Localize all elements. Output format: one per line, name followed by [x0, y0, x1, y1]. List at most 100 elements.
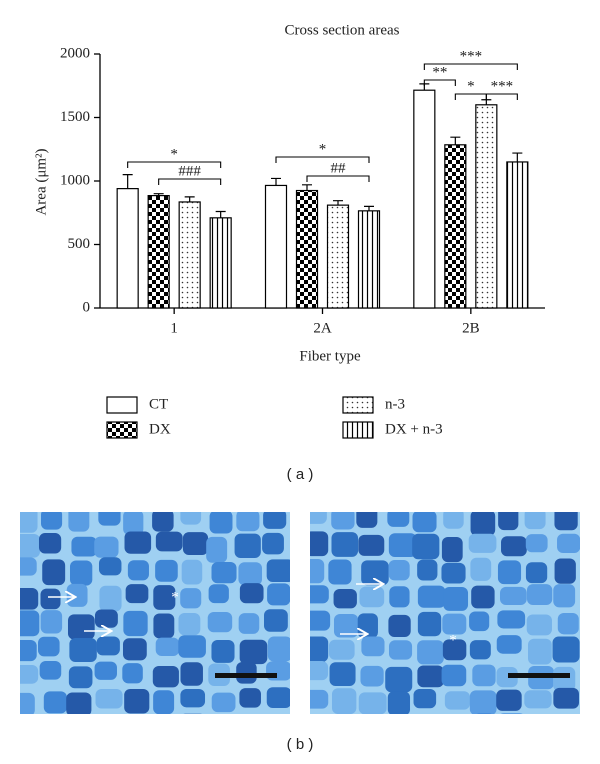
- cell: [267, 636, 290, 662]
- significance-label: **: [432, 64, 447, 80]
- panel-label: ( a ): [287, 466, 314, 483]
- cell: [180, 512, 202, 525]
- cell: [387, 512, 410, 527]
- cell: [178, 635, 206, 658]
- cell: [20, 534, 41, 558]
- bar: [147, 195, 170, 309]
- cell: [442, 717, 463, 737]
- cell: [553, 687, 579, 709]
- significance-bracket: [454, 93, 487, 100]
- significance-label: ***: [491, 78, 514, 94]
- cell: [387, 691, 411, 714]
- cell: [417, 585, 446, 608]
- cell: [557, 612, 579, 635]
- cell: [497, 560, 522, 585]
- cell: [122, 638, 147, 661]
- y-axis-label: Area (μm²): [33, 148, 49, 215]
- cell: [40, 588, 61, 610]
- cell: [302, 716, 329, 738]
- bar: [326, 204, 350, 309]
- significance-label: ***: [460, 48, 483, 64]
- cell: [388, 640, 413, 660]
- cell: [388, 533, 417, 557]
- cell: [67, 614, 95, 640]
- cell: [581, 691, 600, 715]
- micrograph: *: [302, 508, 600, 742]
- scale-bar: [508, 673, 570, 678]
- cell: [470, 557, 492, 581]
- significance-bracket: [275, 156, 370, 163]
- cell: [333, 588, 357, 609]
- cell: [529, 716, 554, 738]
- cell: [152, 666, 179, 688]
- cell: [553, 666, 576, 692]
- cell: [123, 610, 148, 637]
- cell: [583, 508, 600, 529]
- cell: [267, 583, 290, 606]
- cell: [99, 585, 122, 612]
- significance-bracket: [127, 161, 222, 168]
- cell: [266, 687, 290, 709]
- cell: [152, 512, 174, 532]
- cell: [442, 613, 467, 635]
- cell: [500, 713, 523, 714]
- cell: [417, 611, 442, 637]
- cell: [155, 531, 183, 552]
- cell: [234, 533, 261, 559]
- significance-bracket: [423, 63, 518, 70]
- cell: [96, 636, 120, 656]
- cell: [181, 559, 203, 585]
- cell: [209, 512, 233, 534]
- cell: [183, 713, 203, 714]
- cell: [358, 692, 387, 714]
- cell: [444, 691, 471, 710]
- cell: [496, 635, 522, 654]
- cell: [387, 717, 412, 739]
- cell: [178, 612, 201, 636]
- legend-label: DX: [149, 421, 171, 437]
- scale-bar: [215, 673, 277, 678]
- y-tick-label: 2000: [60, 45, 90, 61]
- legend-label: DX + n-3: [385, 421, 443, 437]
- cell: [310, 661, 329, 681]
- cell: [499, 586, 527, 606]
- cell: [583, 563, 600, 581]
- cell: [263, 512, 287, 529]
- significance-bracket: [485, 93, 518, 100]
- cell: [236, 512, 260, 532]
- cell: [154, 716, 176, 738]
- bar: [444, 144, 467, 309]
- cell: [68, 666, 93, 689]
- cell: [123, 512, 144, 536]
- cell: [38, 533, 62, 554]
- cell: [580, 637, 600, 657]
- error-bar: [215, 210, 226, 218]
- cell: [413, 718, 438, 736]
- error-bar: [271, 177, 281, 186]
- cell: [555, 718, 581, 742]
- cell: [208, 715, 230, 739]
- cell: [66, 583, 88, 607]
- cell: [126, 719, 153, 742]
- cell: [389, 586, 410, 608]
- cell: [526, 614, 552, 636]
- cell: [11, 719, 39, 738]
- x-tick-label: 2B: [462, 320, 480, 336]
- cell: [469, 611, 490, 632]
- legend-label: n-3: [385, 396, 405, 412]
- cell: [361, 636, 385, 657]
- cell: [239, 583, 264, 604]
- asterisk: *: [449, 632, 457, 648]
- cell: [122, 663, 143, 684]
- cell: [443, 586, 469, 611]
- error-bar: [122, 174, 133, 189]
- bar: [209, 217, 232, 309]
- cell: [441, 536, 463, 563]
- cell: [94, 536, 119, 558]
- cell: [412, 512, 437, 533]
- cell: [333, 614, 359, 638]
- cell: [412, 533, 440, 560]
- legend-swatch: [342, 421, 374, 439]
- cell: [358, 534, 385, 556]
